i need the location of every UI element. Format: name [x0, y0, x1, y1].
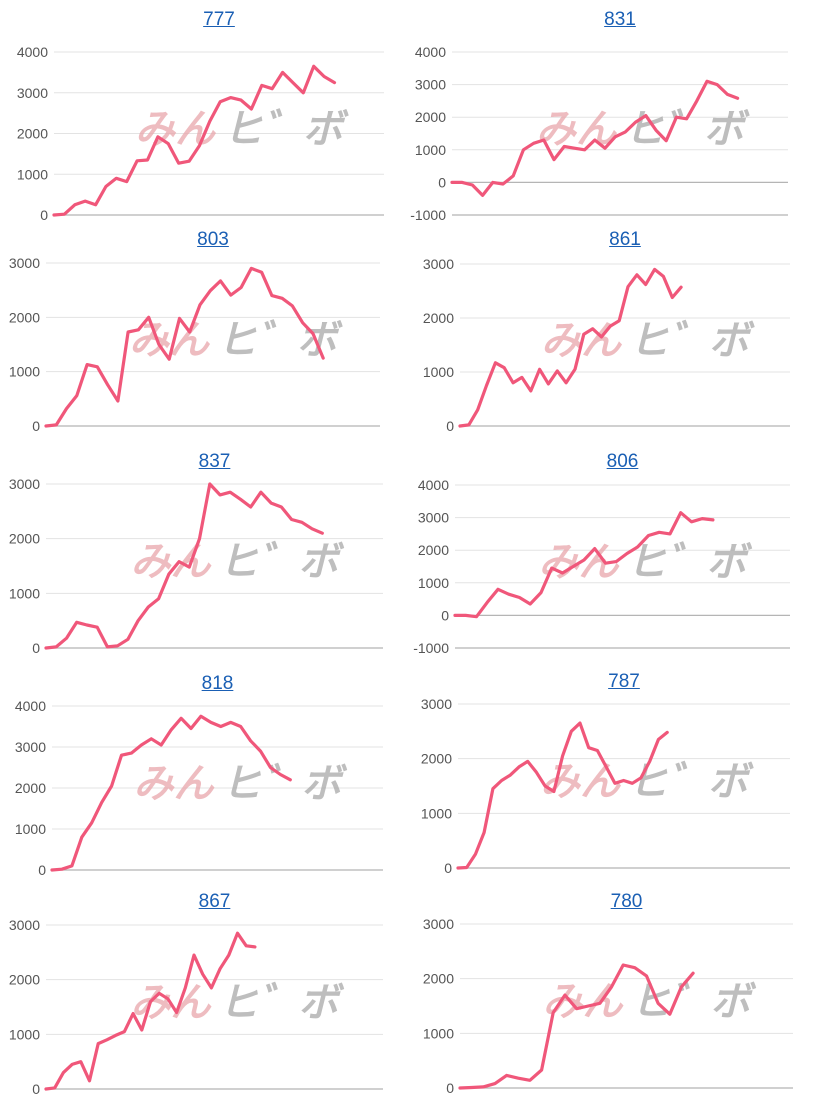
y-tick-label: 0 — [38, 862, 46, 878]
y-tick-label: 2000 — [423, 310, 454, 326]
y-tick-label: 3000 — [423, 256, 454, 272]
y-tick-label: 3000 — [15, 739, 46, 755]
series-line — [453, 511, 715, 619]
watermark-logo-left: みん — [540, 759, 622, 805]
y-tick-label: 2000 — [15, 780, 46, 796]
watermark-logo-right: ヒ゛ボ — [629, 318, 755, 364]
y-tick-label: 1000 — [423, 1025, 454, 1041]
series-line — [456, 721, 669, 870]
y-tick-label: 3000 — [418, 510, 449, 526]
watermark-logo-left: みん — [131, 539, 213, 585]
chart-title-link[interactable]: 837 — [198, 451, 231, 472]
y-tick-label: 0 — [32, 418, 40, 434]
series-line — [44, 931, 257, 1091]
y-tick-label: 0 — [446, 1080, 454, 1096]
chart-panel: 867 0 1000 2000 3000 みん ヒ゛ボ — [0, 890, 410, 1105]
y-tick-label: 1000 — [9, 585, 40, 601]
y-tick-label: 1000 — [421, 805, 452, 821]
chart-plot: -1000 0 1000 2000 3000 4000 みん ヒ゛ボ — [410, 44, 788, 223]
y-tick-label: -1000 — [410, 207, 446, 223]
y-tick-label: 2000 — [9, 531, 40, 547]
chart-title-link[interactable]: 867 — [198, 891, 231, 912]
chart-panel: 837 0 1000 2000 3000 みん ヒ゛ボ — [0, 450, 410, 665]
y-tick-label: -1000 — [413, 640, 449, 656]
chart-title-link[interactable]: 818 — [201, 673, 234, 694]
series-line — [458, 963, 695, 1090]
chart-panel: 806 -1000 0 1000 2000 3000 4000 みん ヒ゛ボ — [405, 450, 814, 665]
chart-panel: 831 -1000 0 1000 2000 3000 4000 みん ヒ゛ボ — [405, 8, 814, 223]
watermark-logo-right: ヒ゛ボ — [219, 980, 345, 1026]
y-tick-label: 3000 — [9, 255, 40, 271]
series-line — [458, 267, 683, 428]
watermark-logo-right: ヒ゛ボ — [627, 540, 753, 586]
chart-title-link[interactable]: 806 — [606, 451, 639, 472]
watermark-logo-right: ヒ゛ボ — [223, 107, 349, 153]
chart-plot: 0 1000 2000 3000 みん ヒ゛ボ — [421, 696, 790, 876]
y-tick-label: 0 — [441, 607, 449, 623]
watermark-logo-right: ヒ゛ボ — [624, 107, 750, 153]
watermark-logo-right: ヒ゛ボ — [219, 539, 345, 585]
y-tick-label: 1000 — [17, 166, 48, 182]
y-tick-label: 0 — [444, 860, 452, 876]
chart-plot: 0 1000 2000 3000 みん ヒ゛ボ — [9, 476, 383, 656]
y-tick-label: 1000 — [423, 364, 454, 380]
chart-panel: 777 0 1000 2000 3000 4000 みん ヒ゛ボ — [0, 8, 410, 223]
y-tick-label: 0 — [40, 207, 48, 223]
y-tick-label: 3000 — [9, 476, 40, 492]
y-tick-label: 2000 — [421, 751, 452, 767]
chart-panel: 780 0 1000 2000 3000 みん ヒ゛ボ — [405, 890, 814, 1105]
watermark-logo-left: みん — [536, 107, 618, 153]
y-tick-label: 3000 — [421, 696, 452, 712]
chart-panel: 803 0 1000 2000 3000 みん ヒ゛ボ — [0, 228, 410, 443]
y-tick-label: 1000 — [418, 575, 449, 591]
series-line — [50, 714, 292, 872]
y-tick-label: 4000 — [415, 44, 446, 60]
y-tick-label: 2000 — [415, 109, 446, 125]
y-tick-label: 3000 — [9, 917, 40, 933]
chart-plot: 0 1000 2000 3000 4000 みん ヒ゛ボ — [15, 698, 383, 878]
y-tick-label: 2000 — [9, 972, 40, 988]
y-tick-label: 2000 — [17, 126, 48, 142]
y-tick-label: 1000 — [15, 821, 46, 837]
y-tick-label: 0 — [32, 640, 40, 656]
y-tick-label: 3000 — [423, 916, 454, 932]
watermark-logo-right: ヒ゛ボ — [628, 759, 754, 805]
series-line — [44, 482, 324, 650]
watermark-logo-left: みん — [134, 761, 216, 807]
y-tick-label: 0 — [438, 174, 446, 190]
y-tick-label: 0 — [446, 418, 454, 434]
y-tick-label: 1000 — [9, 1026, 40, 1042]
y-tick-label: 2000 — [9, 309, 40, 325]
chart-title-link[interactable]: 831 — [604, 9, 636, 30]
y-tick-label: 1000 — [415, 142, 446, 158]
y-tick-label: 4000 — [15, 698, 46, 714]
y-tick-label: 3000 — [17, 85, 48, 101]
chart-title-link[interactable]: 787 — [608, 671, 640, 692]
y-tick-label: 1000 — [9, 364, 40, 380]
chart-plot: 0 1000 2000 3000 4000 みん ヒ゛ボ — [17, 44, 384, 223]
watermark-logo-left: みん — [135, 107, 217, 153]
chart-title-link[interactable]: 861 — [609, 229, 641, 250]
y-tick-label: 0 — [32, 1081, 40, 1097]
chart-panel: 818 0 1000 2000 3000 4000 みん ヒ゛ボ — [0, 672, 410, 887]
y-tick-label: 4000 — [418, 477, 449, 493]
series-line — [450, 79, 740, 197]
chart-panel: 861 0 1000 2000 3000 みん ヒ゛ボ — [405, 228, 814, 443]
chart-title-link[interactable]: 780 — [610, 891, 643, 912]
series-line — [52, 64, 337, 217]
chart-title-link[interactable]: 777 — [203, 9, 235, 30]
y-tick-label: 2000 — [418, 542, 449, 558]
watermark-logo-right: ヒ゛ボ — [222, 761, 348, 807]
y-tick-label: 3000 — [415, 77, 446, 93]
y-tick-label: 4000 — [17, 44, 48, 60]
chart-title-link[interactable]: 803 — [197, 229, 229, 250]
series-line — [44, 266, 325, 428]
chart-panel: 787 0 1000 2000 3000 みん ヒ゛ボ — [405, 670, 814, 885]
y-tick-label: 2000 — [423, 971, 454, 987]
